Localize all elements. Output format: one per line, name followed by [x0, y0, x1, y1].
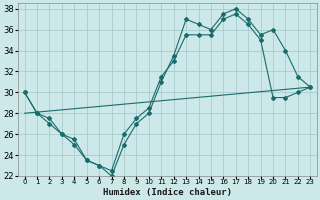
X-axis label: Humidex (Indice chaleur): Humidex (Indice chaleur): [103, 188, 232, 197]
